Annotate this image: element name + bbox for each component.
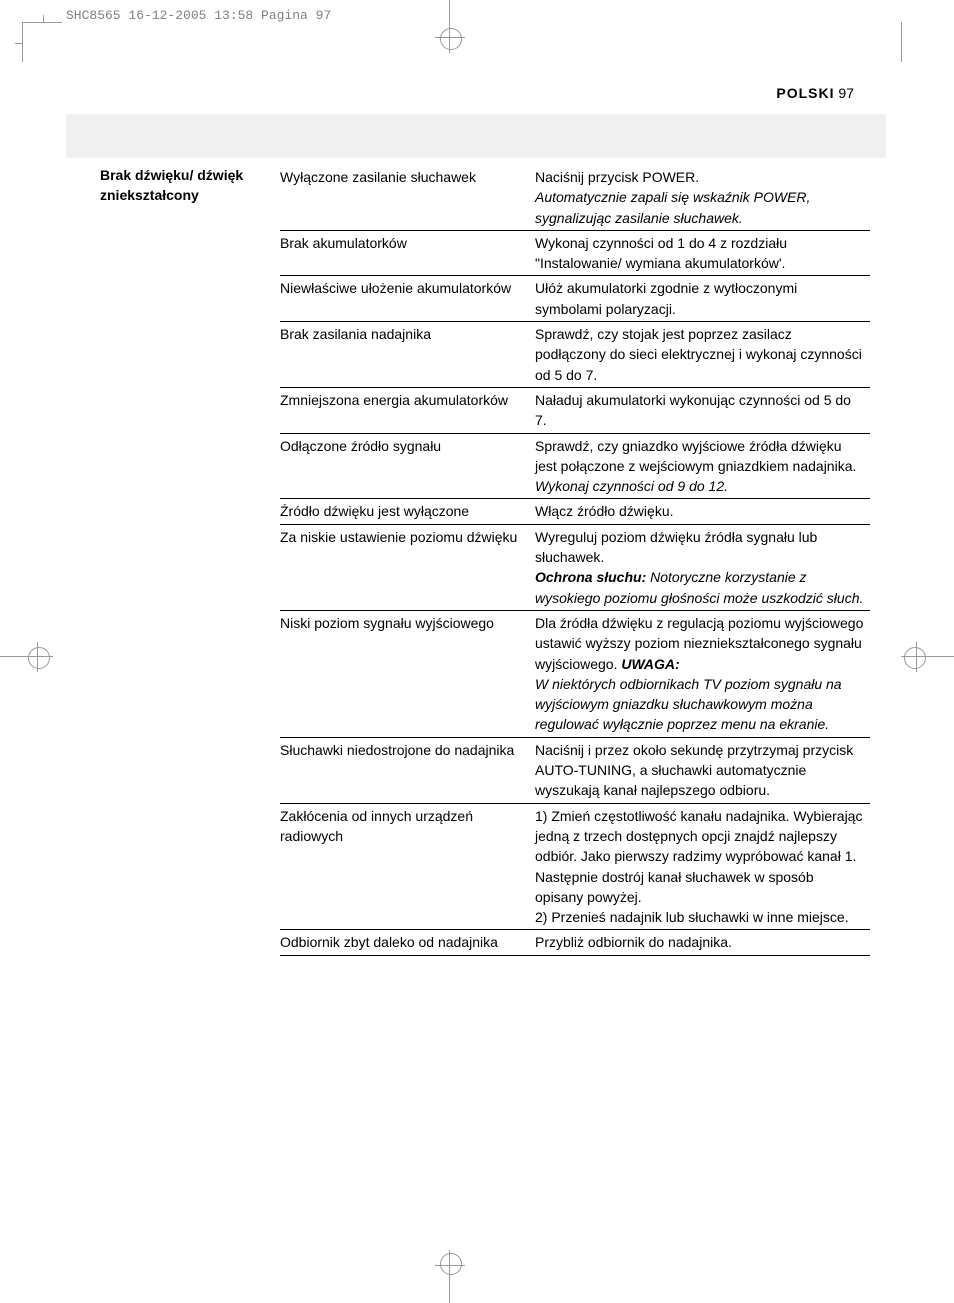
fix-cell: Naciśnij przycisk POWER. Automatycznie za…	[535, 165, 870, 230]
fix-text: Ułóż akumulatorki zgodnie z wytłoczonymi…	[535, 280, 797, 316]
fix-cell: Dla źródła dźwięku z regulacją poziomu w…	[535, 610, 870, 737]
cause-cell: Źródło dźwięku jest wyłączone	[280, 499, 535, 524]
fix-cell: Naładuj akumulatorki wykonując czynności…	[535, 387, 870, 433]
cause-cell: Słuchawki niedostrojone do nadajnika	[280, 737, 535, 803]
table-row: Odbiornik zbyt daleko od nadajnikaPrzybl…	[280, 930, 870, 955]
fix-cell: Naciśnij i przez około sekundę przytrzym…	[535, 737, 870, 803]
fix-cell: Sprawdź, czy stojak jest poprzez zasilac…	[535, 322, 870, 388]
fix-text: Wykonaj czynności od 1 do 4 z rozdziału …	[535, 235, 787, 271]
fix-cell: 1) Zmień częstotliwość kanału nadajnika.…	[535, 803, 870, 930]
table-row: Brak zasilania nadajnikaSprawdź, czy sto…	[280, 322, 870, 388]
cause-cell: Brak akumulatorków	[280, 230, 535, 276]
page-header-lang: POLSKI	[776, 85, 834, 101]
content: Brak dźwięku/ dźwięk zniekształcony Wyłą…	[100, 165, 870, 956]
cause-cell: Odbiornik zbyt daleko od nadajnika	[280, 930, 535, 955]
fix-text: Ochrona słuchu:	[535, 569, 646, 585]
fix-text: Wyreguluj poziom dźwięku źródła sygnału …	[535, 529, 817, 565]
fix-text: Naciśnij i przez około sekundę przytrzym…	[535, 742, 853, 799]
table-row: Zmniejszona energia akumulatorkówNaładuj…	[280, 387, 870, 433]
fix-text: 2) Przenieś nadajnik lub słuchawki w inn…	[535, 909, 849, 925]
table-row: Wyłączone zasilanie słuchawekNaciśnij pr…	[280, 165, 870, 230]
cause-cell: Zakłócenia od innych urządzeń radiowych	[280, 803, 535, 930]
table-row: Niski poziom sygnału wyjściowegoDla źród…	[280, 610, 870, 737]
fix-text: 1) Zmień częstotliwość kanału nadajnika.…	[535, 808, 862, 905]
fix-text: Przybliż odbiornik do nadajnika.	[535, 934, 732, 950]
cause-cell: Za niskie ustawienie poziomu dźwięku	[280, 524, 535, 610]
fix-cell: Ułóż akumulatorki zgodnie z wytłoczonymi…	[535, 276, 870, 322]
fix-text: Naciśnij przycisk POWER.	[535, 169, 699, 185]
page-header-num: 97	[838, 85, 854, 101]
table-row: Zakłócenia od innych urządzeń radiowych1…	[280, 803, 870, 930]
print-header: SHC8565 16-12-2005 13:58 Pagina 97	[66, 8, 331, 23]
fix-text: Sprawdź, czy stojak jest poprzez zasilac…	[535, 326, 862, 383]
fix-text: Sprawdź, czy gniazdko wyjściowe źródła d…	[535, 438, 856, 474]
section-label: Brak dźwięku/ dźwięk zniekształcony	[100, 165, 270, 206]
fix-cell: Wykonaj czynności od 1 do 4 z rozdziału …	[535, 230, 870, 276]
page-header: POLSKI 97	[776, 85, 854, 101]
crop-mark-left	[0, 642, 50, 672]
cause-cell: Niski poziom sygnału wyjściowego	[280, 610, 535, 737]
table-row: Źródło dźwięku jest wyłączoneWłącz źródł…	[280, 499, 870, 524]
troubleshoot-table: Wyłączone zasilanie słuchawekNaciśnij pr…	[280, 165, 870, 956]
corner-mark-tr	[862, 22, 902, 62]
fix-text: Włącz źródło dźwięku.	[535, 503, 674, 519]
fix-text: Automatycznie zapali się wskaźnik POWER,…	[535, 189, 810, 225]
table-row: Odłączone źródło sygnałuSprawdź, czy gni…	[280, 433, 870, 499]
fix-text: UWAGA:	[621, 656, 679, 672]
crop-mark-top	[435, 0, 465, 50]
table-row: Słuchawki niedostrojone do nadajnikaNaci…	[280, 737, 870, 803]
table-row: Za niskie ustawienie poziomu dźwiękuWyre…	[280, 524, 870, 610]
fix-text: Naładuj akumulatorki wykonując czynności…	[535, 392, 851, 428]
fix-cell: Przybliż odbiornik do nadajnika.	[535, 930, 870, 955]
cause-cell: Odłączone źródło sygnału	[280, 433, 535, 499]
table-row: Brak akumulatorkówWykonaj czynności od 1…	[280, 230, 870, 276]
crop-mark-bottom	[435, 1253, 465, 1303]
fix-text: Dla źródła dźwięku z regulacją poziomu w…	[535, 615, 863, 672]
crop-mark-right	[904, 642, 954, 672]
cause-cell: Niewłaściwe ułożenie akumulatorków	[280, 276, 535, 322]
cause-cell: Zmniejszona energia akumulatorków	[280, 387, 535, 433]
fix-cell: Włącz źródło dźwięku.	[535, 499, 870, 524]
corner-mark-tl	[22, 22, 62, 62]
gray-band	[66, 114, 886, 158]
fix-text: W niektórych odbiornikach TV poziom sygn…	[535, 676, 842, 733]
table-row: Niewłaściwe ułożenie akumulatorkówUłóż a…	[280, 276, 870, 322]
cause-cell: Brak zasilania nadajnika	[280, 322, 535, 388]
cause-cell: Wyłączone zasilanie słuchawek	[280, 165, 535, 230]
fix-cell: Wyreguluj poziom dźwięku źródła sygnału …	[535, 524, 870, 610]
fix-text: Wykonaj czynności od 9 do 12.	[535, 478, 728, 494]
fix-cell: Sprawdź, czy gniazdko wyjściowe źródła d…	[535, 433, 870, 499]
